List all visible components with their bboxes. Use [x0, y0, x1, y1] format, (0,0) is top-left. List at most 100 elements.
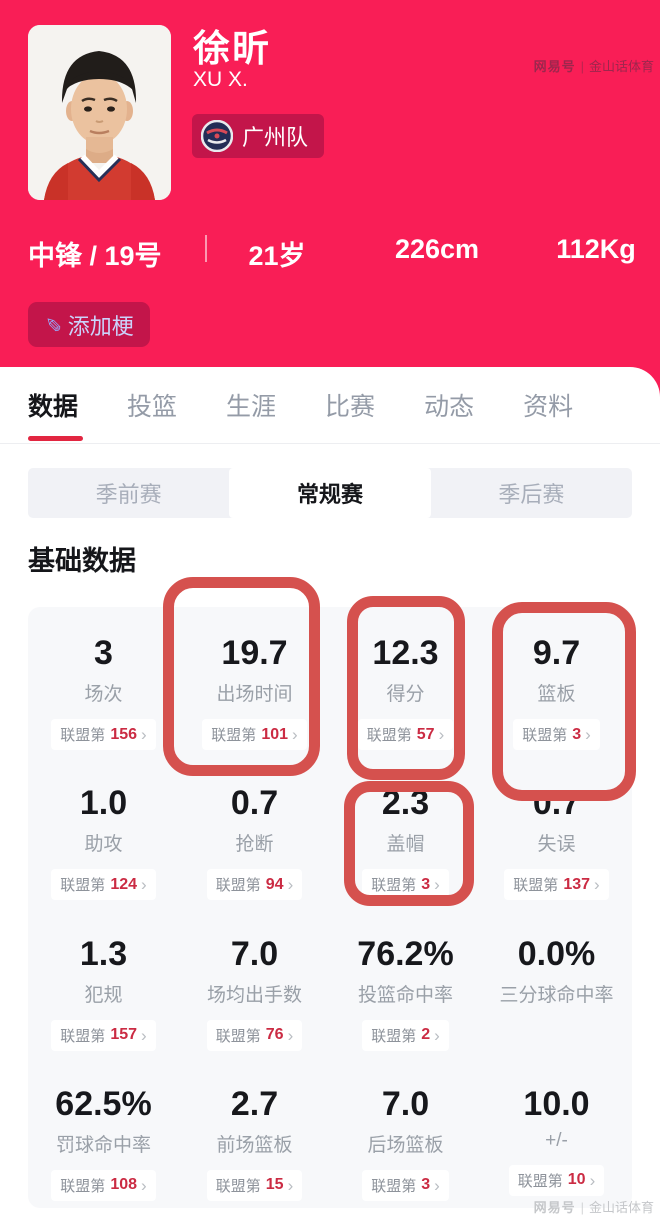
season-segmented-control: 季前赛 常规赛 季后赛: [28, 468, 632, 518]
rank-prefix: 联盟第: [60, 1027, 106, 1045]
rank-badge[interactable]: 联盟第 15 ›: [206, 1169, 303, 1201]
stat-cell: 7.0 场均出手数联盟第 76 ›: [179, 908, 330, 1058]
rank-prefix: 联盟第: [211, 727, 257, 744]
stat-cell: 1.3 犯规 联盟第 157 ›: [28, 908, 179, 1058]
rank-number: 101: [261, 725, 289, 743]
team-badge[interactable]: 广州队: [192, 114, 325, 158]
stat-value: 7.0: [230, 934, 279, 973]
chevron-right-icon: ›: [141, 725, 147, 744]
rank-number: 3: [421, 1176, 431, 1194]
segment-preseason[interactable]: 季前赛: [95, 482, 162, 507]
rank-number: 108: [110, 1176, 138, 1194]
rank-number: 3: [421, 875, 431, 893]
tab-news[interactable]: 动态: [424, 393, 475, 421]
add-meme-button[interactable]: ✎ 添加梗: [28, 302, 150, 347]
rank-prefix: 联盟第: [215, 1177, 261, 1195]
stat-label: 场均出手数: [206, 984, 302, 1006]
rank-badge[interactable]: 联盟第 3 ›: [513, 719, 600, 750]
stat-cell: 2.7 前场篮板联盟第 15 ›: [179, 1058, 330, 1208]
rank-badge[interactable]: 联盟第 76 ›: [206, 1019, 303, 1051]
rank-number: 157: [110, 1026, 138, 1043]
chevron-right-icon: ›: [434, 875, 440, 895]
stat-label: 篮板: [537, 684, 576, 705]
rank-badge[interactable]: 联盟第 2 ›: [362, 1019, 449, 1051]
player-photo: [28, 25, 171, 200]
player-height: 226cm: [394, 234, 480, 264]
stat-label: 得分: [386, 684, 425, 705]
rank-badge[interactable]: 联盟第 10 ›: [508, 1164, 605, 1196]
hero-header: 徐昕 XU X. 广州队 中锋 / 19号 21岁 226cm 112Kg ✎ …: [0, 0, 660, 400]
chevron-right-icon: ›: [141, 1175, 147, 1195]
stat-label: 犯规: [84, 984, 123, 1006]
basic-stats-grid: 3 场次 联盟第 156 › 19.7 出场时间 联盟第 101 › 12.3 得分 联盟第 57 › 9.7…: [28, 607, 632, 1208]
stat-label: 后场篮板: [367, 1134, 444, 1156]
rank-prefix: 联盟第: [366, 727, 412, 744]
chevron-right-icon: ›: [287, 1025, 294, 1045]
rank-number: 76: [265, 1026, 284, 1043]
rank-badge[interactable]: 联盟第 156 ›: [51, 719, 156, 750]
rank-badge[interactable]: 联盟第 124 ›: [51, 869, 156, 901]
tab-shooting[interactable]: 投篮: [127, 393, 178, 421]
rank-badge[interactable]: 联盟第 3 ›: [362, 869, 449, 901]
chevron-right-icon: ›: [589, 1170, 596, 1190]
chevron-right-icon: ›: [287, 875, 294, 895]
stat-value: 2.3: [381, 784, 430, 823]
stat-cell: 0.7 失误 联盟第 137 ›: [481, 757, 632, 907]
stat-label: 助攻: [84, 834, 123, 856]
rank-prefix: 联盟第: [215, 877, 261, 895]
rank-prefix: 联盟第: [371, 1027, 417, 1045]
stat-cell: 3 场次 联盟第 156 ›: [28, 607, 179, 757]
player-age: 21岁: [248, 241, 306, 271]
stat-label: 场次: [84, 684, 123, 705]
rank-number: 156: [110, 725, 138, 743]
rank-number: 3: [572, 725, 582, 743]
rank-badge[interactable]: 联盟第 157 ›: [51, 1019, 156, 1051]
stat-value: 1.0: [79, 784, 128, 823]
chevron-right-icon: ›: [585, 725, 591, 744]
rank-prefix: 联盟第: [60, 1177, 106, 1195]
rank-badge[interactable]: 联盟第 57 ›: [357, 719, 454, 750]
info-divider: [205, 235, 207, 262]
player-name: 徐昕: [193, 28, 271, 69]
stat-label: 抢断: [235, 834, 274, 856]
rank-badge[interactable]: 联盟第 3 ›: [362, 1169, 449, 1201]
stat-value: 2.7: [230, 1084, 279, 1123]
tab-career[interactable]: 生涯: [226, 393, 277, 421]
segment-regular-season[interactable]: 常规赛: [229, 468, 431, 518]
stat-cell: 1.0 助攻联盟第 124 ›: [28, 757, 179, 907]
chevron-right-icon: ›: [287, 1175, 294, 1195]
stat-cell: 0.0%三分球命中率联盟第›: [481, 908, 632, 1058]
rank-badge[interactable]: 联盟第 94 ›: [206, 869, 303, 901]
rank-badge[interactable]: 联盟第 101 ›: [202, 719, 307, 750]
segment-playoffs[interactable]: 季后赛: [498, 482, 565, 507]
stat-cell: 0.7 抢断 联盟第 94 ›: [179, 757, 330, 907]
content-sheet: 数据 投篮 生涯 比赛 动态 资料 季前赛 常规赛 季后赛 基础数据 3 场次 联盟…: [0, 367, 660, 1225]
rank-number: 124: [110, 875, 138, 893]
rank-prefix: 联盟第: [513, 877, 559, 895]
rank-number: 15: [265, 1176, 284, 1194]
chevron-right-icon: ›: [292, 725, 298, 744]
tab-profile[interactable]: 资料: [523, 393, 574, 421]
chevron-right-icon: ›: [434, 1175, 440, 1195]
stat-value: 76.2%: [357, 934, 454, 973]
stat-label: 盖帽: [386, 834, 425, 856]
stat-label: 投篮命中率: [357, 984, 453, 1006]
rank-prefix: 联盟第: [371, 877, 417, 895]
stat-value: 7.0: [381, 1084, 430, 1123]
player-weight: 112Kg: [556, 234, 636, 264]
tab-games[interactable]: 比赛: [325, 393, 376, 421]
stat-label: 前场篮板: [216, 1134, 293, 1156]
tab-data[interactable]: 数据: [28, 393, 79, 421]
active-tab-underline: [28, 436, 83, 441]
rank-number: 94: [265, 875, 284, 893]
team-name: 广州队: [242, 125, 309, 150]
stat-cell: 62.5% 罚球命中率 联盟第 108 ›: [28, 1058, 179, 1208]
rank-prefix: 联盟第: [522, 727, 568, 744]
rank-badge[interactable]: 联盟第 108 ›: [51, 1169, 156, 1201]
chevron-right-icon: ›: [141, 1025, 147, 1045]
stat-cell: 2.3 盖帽联盟第 3 ›: [330, 757, 481, 907]
stat-value: 12.3: [372, 634, 439, 672]
watermark-top: 网易号 | 金山话体育: [533, 59, 654, 74]
rank-badge[interactable]: 联盟第 137 ›: [504, 869, 609, 901]
watermark-bottom: 网易号 | 金山话体育: [533, 1200, 654, 1215]
